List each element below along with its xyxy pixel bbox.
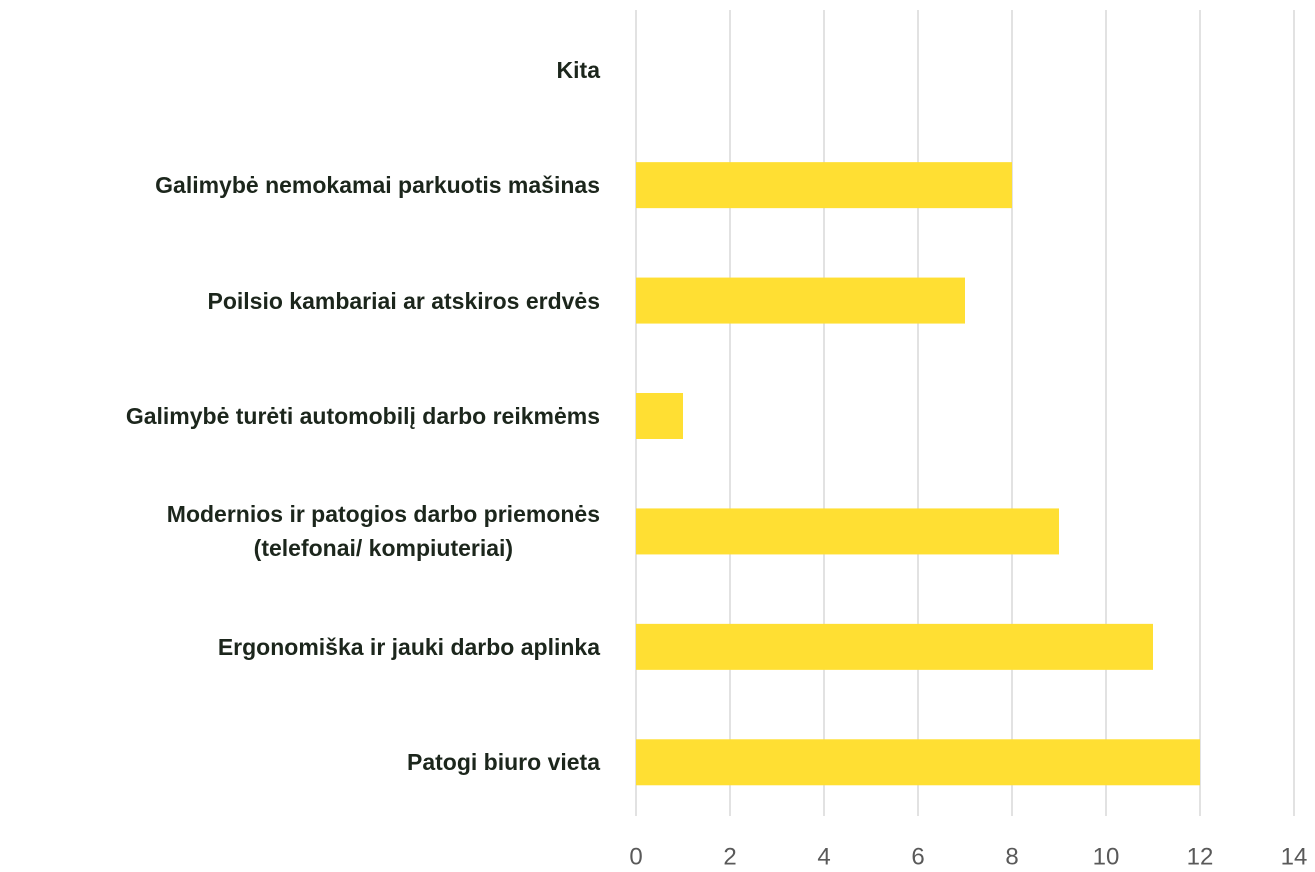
bar: [636, 277, 965, 324]
x-tick-label: 6: [911, 843, 924, 870]
x-tick-label: 8: [1005, 843, 1018, 870]
category-label: Galimybė turėti automobilį darbo reikmėm…: [125, 403, 600, 429]
x-tick-label: 4: [817, 843, 830, 870]
category-label: Kita: [556, 56, 600, 83]
bar: [636, 393, 683, 439]
bar: [636, 508, 1059, 555]
x-tick-label: 0: [629, 843, 642, 870]
bar: [636, 739, 1200, 786]
category-label: Ergonomiška ir jauki darbo aplinka: [217, 633, 600, 660]
bar: [636, 162, 1012, 209]
x-tick-label: 2: [723, 843, 736, 870]
x-tick-label: 14: [1281, 843, 1308, 870]
x-tick-label: 10: [1093, 843, 1120, 870]
x-tick-label: 12: [1187, 843, 1214, 870]
category-label: Poilsio kambariai ar atskiros erdvės: [207, 287, 600, 314]
category-label: Patogi biuro vieta: [407, 749, 600, 776]
category-label: Modernios ir patogios darbo priemonės (t…: [166, 501, 600, 562]
bar: [636, 623, 1153, 670]
category-label: Galimybė nemokamai parkuotis mašinas: [155, 172, 600, 199]
